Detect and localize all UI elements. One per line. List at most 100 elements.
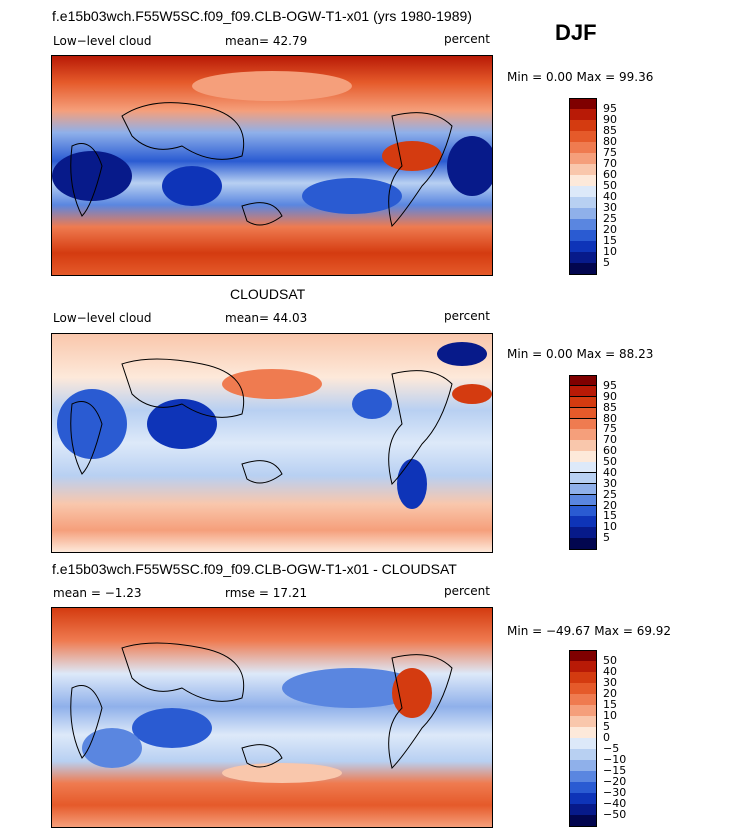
colorbar-label: 0: [603, 731, 610, 744]
colorbar-label: 90: [603, 389, 617, 403]
colorbar-swatch: [569, 418, 597, 430]
panel-3-mean: mean = −1.23: [53, 586, 142, 600]
colorbar-swatch: [569, 505, 597, 517]
panel-1-minmax: Min = 0.00 Max = 99.36: [507, 70, 654, 84]
colorbar-swatch: [569, 782, 597, 794]
colorbar-swatch: [569, 385, 597, 398]
colorbar-swatch: [569, 749, 597, 761]
colorbar-label: 75: [603, 422, 617, 436]
colorbar-swatch: [569, 263, 597, 275]
colorbar-label: −15: [603, 764, 627, 777]
panel-2-mean: mean= 44.03: [225, 311, 308, 325]
panel-3-map-graphic: [52, 608, 492, 827]
colorbar-swatch: [569, 538, 597, 550]
colorbar-swatch: [569, 483, 597, 496]
colorbar-label: −40: [603, 797, 627, 810]
colorbar-swatch: [569, 815, 597, 827]
colorbar-label: 5: [603, 256, 610, 269]
colorbar-label: 5: [603, 720, 610, 733]
colorbar-label: 10: [603, 709, 617, 722]
colorbar-swatch: [569, 120, 597, 132]
panel-2-colorbar: 95 90 85 80 75 70 60 50 40 30 25 20 15 10 5: [569, 375, 629, 550]
colorbar-swatch: [569, 516, 597, 528]
colorbar-swatch: [569, 472, 597, 485]
colorbar-label: 60: [603, 444, 617, 458]
panel-3-minmax: Min = −49.67 Max = 69.92: [507, 624, 672, 638]
colorbar-swatch: [569, 186, 597, 198]
colorbar-label: 80: [603, 135, 617, 148]
colorbar-label: 20: [603, 498, 617, 512]
panel-2-minmax: Min = 0.00 Max = 88.23: [507, 347, 654, 361]
colorbar-swatch: [569, 164, 597, 176]
colorbar-swatch: [569, 683, 597, 695]
colorbar-swatch: [569, 793, 597, 805]
panel-2-map-graphic: [52, 334, 492, 552]
colorbar-label: 30: [603, 476, 617, 490]
colorbar-swatch: [569, 131, 597, 143]
colorbar-swatch: [569, 175, 597, 187]
colorbar-swatch: [569, 109, 597, 121]
colorbar-swatch: [569, 440, 597, 452]
colorbar-swatch: [569, 153, 597, 165]
panel-1-title: f.e15b03wch.F55W5SC.f09_f09.CLB-OGW-T1-x…: [52, 8, 472, 24]
colorbar-label: −10: [603, 753, 627, 766]
colorbar-swatch: [569, 804, 597, 816]
colorbar-swatch: [569, 760, 597, 772]
colorbar-swatch: [569, 661, 597, 673]
colorbar-label: 50: [603, 654, 617, 667]
colorbar-label: −50: [603, 808, 627, 821]
colorbar-swatch: [569, 738, 597, 750]
panel-3-colorbar: 50 40 30 20 15 10 5 0 −5 −10 −15 −20 −30 −40 −50: [569, 650, 629, 827]
colorbar-swatch: [569, 527, 597, 539]
panel-2-field-label: Low−level cloud: [53, 311, 152, 325]
colorbar-label: 25: [603, 212, 617, 225]
colorbar-label: 40: [603, 665, 617, 678]
panel-1-colorbar: 95 90 85 80 75 70 60 50 40 30 25 20 15 10 5: [569, 98, 629, 275]
colorbar-label: 60: [603, 168, 617, 181]
colorbar-swatch: [569, 375, 597, 387]
colorbar-swatch: [569, 694, 597, 706]
colorbar-swatch: [569, 407, 597, 419]
colorbar-swatch: [569, 672, 597, 684]
colorbar-swatch: [569, 462, 597, 474]
colorbar-label: 95: [603, 102, 617, 115]
colorbar-label: 95: [603, 378, 617, 392]
colorbar-swatch: [569, 650, 597, 662]
colorbar-label: −5: [603, 742, 620, 755]
colorbar-label: 50: [603, 179, 617, 192]
colorbar-label: 20: [603, 223, 617, 236]
colorbar-label: 85: [603, 400, 617, 414]
colorbar-swatch: [569, 396, 597, 409]
colorbar-swatch: [569, 252, 597, 264]
colorbar-swatch: [569, 219, 597, 231]
colorbar-swatch: [569, 98, 597, 110]
colorbar-label: 80: [603, 411, 617, 425]
colorbar-swatch: [569, 197, 597, 209]
colorbar-swatch: [569, 451, 597, 463]
colorbar-label: 15: [603, 234, 617, 247]
colorbar-swatch: [569, 230, 597, 242]
colorbar-label: 15: [603, 698, 617, 711]
colorbar-label: 25: [603, 487, 617, 501]
colorbar-swatch: [569, 716, 597, 728]
colorbar-label: 85: [603, 124, 617, 137]
colorbar-label: 70: [603, 433, 617, 447]
colorbar-label: 5: [603, 531, 610, 545]
panel-1-map: [51, 55, 493, 276]
colorbar-label: 50: [603, 455, 617, 468]
panel-2-units: percent: [444, 309, 490, 323]
colorbar-swatch: [569, 241, 597, 253]
colorbar-swatch: [569, 429, 597, 441]
colorbar-label: 10: [603, 245, 617, 258]
colorbar-label: 90: [603, 113, 617, 126]
panel-1-field-label: Low−level cloud: [53, 34, 152, 48]
colorbar-label: 70: [603, 157, 617, 170]
colorbar-swatch: [569, 771, 597, 783]
colorbar-label: −20: [603, 775, 627, 788]
panel-2-map: [51, 333, 493, 553]
panel-1-map-graphic: [52, 56, 492, 275]
colorbar-label: 40: [603, 190, 617, 203]
panel-1-mean: mean= 42.79: [225, 34, 308, 48]
colorbar-swatch: [569, 142, 597, 154]
colorbar-label: 30: [603, 201, 617, 214]
